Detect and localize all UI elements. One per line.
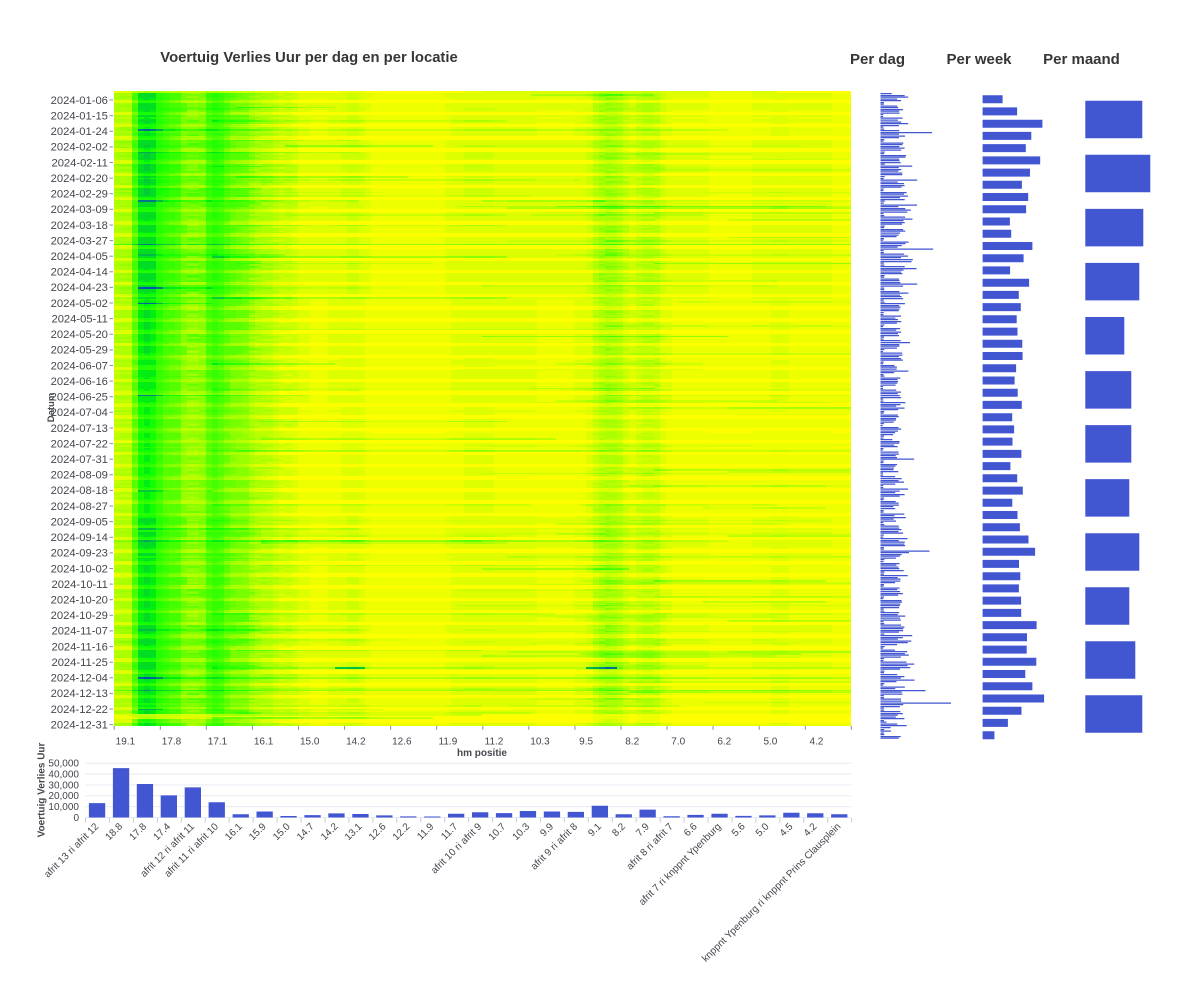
svg-text:20,000: 20,000 [48,791,79,802]
svg-text:8.2: 8.2 [625,737,639,748]
svg-text:2024-11-16: 2024-11-16 [51,641,107,653]
svg-text:hm positie: hm positie [457,748,507,759]
svg-text:5.0: 5.0 [763,737,777,748]
svg-text:2024-12-13: 2024-12-13 [51,688,108,700]
svg-text:40,000: 40,000 [48,770,79,781]
svg-text:2024-10-20: 2024-10-20 [51,595,108,607]
svg-text:afrit 7 ri knppnt Ypenburg: afrit 7 ri knppnt Ypenburg [637,821,724,908]
svg-text:2024-08-09: 2024-08-09 [51,470,108,482]
svg-text:11.2: 11.2 [485,737,504,748]
svg-text:2024-11-07: 2024-11-07 [51,626,107,638]
svg-text:4.2: 4.2 [802,821,820,839]
svg-text:16.1: 16.1 [254,737,274,748]
svg-text:2024-02-29: 2024-02-29 [51,189,108,201]
svg-text:Per dag: Per dag [850,51,905,68]
svg-text:15.0: 15.0 [300,737,320,748]
svg-text:13.1: 13.1 [343,821,365,843]
svg-text:2024-12-31: 2024-12-31 [51,719,108,731]
svg-text:Per week: Per week [946,51,1012,68]
svg-text:2024-07-31: 2024-07-31 [51,454,108,466]
svg-text:2024-04-23: 2024-04-23 [51,282,108,294]
svg-text:4.2: 4.2 [809,737,823,748]
svg-text:2024-08-18: 2024-08-18 [51,485,108,497]
svg-text:7.9: 7.9 [634,821,652,839]
svg-text:10.7: 10.7 [487,821,509,843]
svg-text:2024-09-05: 2024-09-05 [51,516,108,528]
svg-text:10.3: 10.3 [530,737,550,748]
svg-text:9.5: 9.5 [579,737,593,748]
svg-text:8.2: 8.2 [610,821,628,839]
svg-text:12.2: 12.2 [391,821,413,843]
svg-text:2024-07-22: 2024-07-22 [51,438,108,450]
svg-text:knppnt Ypenburg ri knppnt Prin: knppnt Ypenburg ri knppnt Prins Clausple… [700,821,843,964]
svg-text:2024-05-02: 2024-05-02 [51,298,108,310]
svg-text:afrit 13 ri afrit 12: afrit 13 ri afrit 12 [42,821,101,880]
svg-text:2024-07-13: 2024-07-13 [51,423,108,435]
svg-text:Voertuig Verlies Uur: Voertuig Verlies Uur [36,742,47,837]
svg-text:9.1: 9.1 [586,821,604,839]
svg-text:2024-02-20: 2024-02-20 [51,173,108,185]
svg-text:5.0: 5.0 [754,821,772,839]
svg-text:6.2: 6.2 [717,737,731,748]
svg-text:Per maand: Per maand [1043,51,1120,68]
svg-text:Datum: Datum [46,393,57,423]
svg-text:15.0: 15.0 [271,821,293,843]
svg-text:5.6: 5.6 [730,821,748,839]
svg-text:9.9: 9.9 [538,821,556,839]
svg-text:2024-10-29: 2024-10-29 [51,610,108,622]
svg-text:17.8: 17.8 [127,821,149,843]
svg-text:2024-05-20: 2024-05-20 [51,329,108,341]
svg-text:2024-09-23: 2024-09-23 [51,548,108,560]
svg-text:17.1: 17.1 [208,737,228,748]
svg-text:2024-05-11: 2024-05-11 [51,313,107,325]
svg-text:19.1: 19.1 [116,737,136,748]
svg-text:2024-02-11: 2024-02-11 [51,157,107,169]
svg-text:12.6: 12.6 [367,821,389,843]
svg-text:2024-10-11: 2024-10-11 [51,579,107,591]
svg-text:14.2: 14.2 [319,821,341,843]
svg-text:2024-02-02: 2024-02-02 [51,142,108,154]
svg-text:30,000: 30,000 [48,780,79,791]
svg-text:14.7: 14.7 [295,821,317,843]
svg-text:16.1: 16.1 [223,821,245,843]
svg-text:11.9: 11.9 [439,737,458,748]
svg-text:7.0: 7.0 [671,737,685,748]
svg-text:11.9: 11.9 [415,821,436,842]
svg-text:2024-11-25: 2024-11-25 [51,657,107,669]
svg-text:2024-07-04: 2024-07-04 [51,407,108,419]
svg-text:2024-04-14: 2024-04-14 [51,267,108,279]
svg-text:50,000: 50,000 [48,759,79,770]
svg-text:2024-05-29: 2024-05-29 [51,345,108,357]
svg-text:2024-03-27: 2024-03-27 [51,235,108,247]
svg-text:18.8: 18.8 [104,821,126,843]
svg-text:0: 0 [73,813,79,824]
svg-text:4.5: 4.5 [778,821,796,839]
svg-text:10,000: 10,000 [48,802,79,813]
svg-text:14.2: 14.2 [346,737,366,748]
svg-text:12.6: 12.6 [392,737,412,748]
svg-text:17.8: 17.8 [162,737,182,748]
svg-text:2024-06-16: 2024-06-16 [51,376,108,388]
svg-text:6.6: 6.6 [682,821,700,839]
svg-text:2024-10-02: 2024-10-02 [51,563,108,575]
svg-text:2024-01-15: 2024-01-15 [51,111,108,123]
svg-text:15.9: 15.9 [247,821,269,843]
svg-text:2024-06-07: 2024-06-07 [51,360,108,372]
svg-text:10.3: 10.3 [511,821,533,843]
svg-text:2024-01-06: 2024-01-06 [51,95,108,107]
svg-text:2024-01-24: 2024-01-24 [51,126,108,138]
svg-text:2024-12-22: 2024-12-22 [51,704,108,716]
svg-text:2024-06-25: 2024-06-25 [51,392,108,404]
svg-text:2024-04-05: 2024-04-05 [51,251,108,263]
svg-text:2024-12-04: 2024-12-04 [51,673,108,685]
svg-text:2024-08-27: 2024-08-27 [51,501,108,513]
svg-text:2024-09-14: 2024-09-14 [51,532,108,544]
svg-text:Voertuig Verlies Uur per dag e: Voertuig Verlies Uur per dag en per loca… [160,50,457,66]
svg-text:2024-03-09: 2024-03-09 [51,204,108,216]
svg-text:2024-03-18: 2024-03-18 [51,220,108,232]
